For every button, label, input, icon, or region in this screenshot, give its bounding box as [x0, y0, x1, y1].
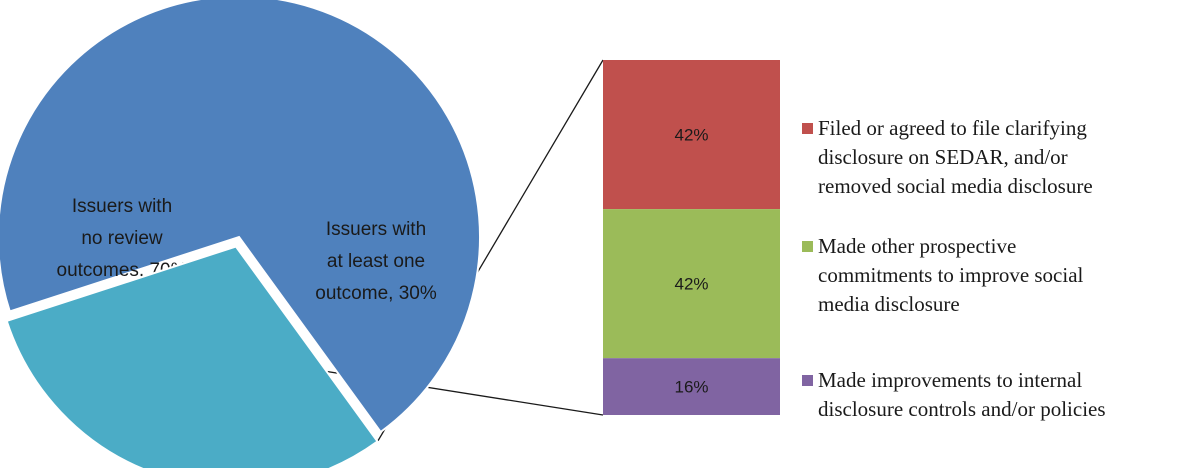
legend-swatch-2	[802, 241, 813, 252]
pie-slice-2	[5, 245, 379, 468]
pie-slice-label-2: Issuers with at least one outcome, 30%	[315, 219, 437, 304]
bar-segment-3	[603, 358, 780, 415]
legend-item-3: Made improvements to internal disclosure …	[802, 368, 1106, 421]
stacked-bar: 42% 42% 16%	[603, 60, 780, 415]
bar-segment-label-2: 42%	[674, 275, 708, 294]
bar-segment-2	[603, 209, 780, 359]
legend-label-2: Made other prospective commitments to imp…	[818, 234, 1084, 316]
legend-swatch-3	[802, 375, 813, 386]
legend: Filed or agreed to file clarifying disclo…	[802, 116, 1106, 421]
pie-slice-1	[0, 0, 481, 434]
bar-segment-label-1: 42%	[674, 126, 708, 145]
legend-label-1: Filed or agreed to file clarifying disclo…	[818, 116, 1093, 198]
bar-segment-1	[603, 60, 780, 210]
bar-segment-label-3: 16%	[674, 378, 708, 397]
pie-chart: Issuers with no review outcomes, 70%Issuer…	[0, 0, 481, 468]
legend-item-2: Made other prospective commitments to imp…	[802, 234, 1084, 316]
legend-item-1: Filed or agreed to file clarifying disclo…	[802, 116, 1093, 198]
legend-swatch-1	[802, 123, 813, 134]
legend-label-3: Made improvements to internal disclosure …	[818, 368, 1106, 421]
